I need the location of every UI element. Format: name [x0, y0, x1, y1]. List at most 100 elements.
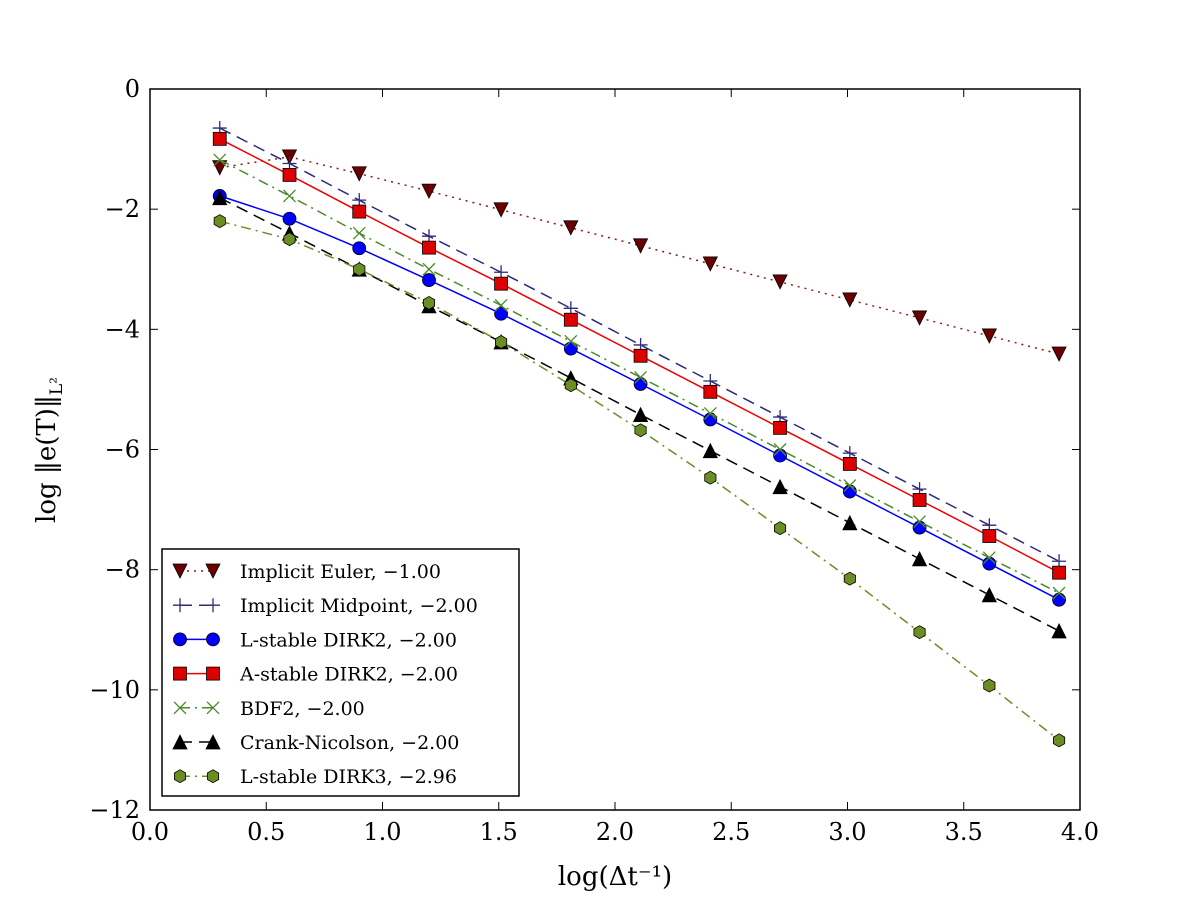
- data-point: [634, 370, 648, 384]
- data-point: [422, 273, 436, 287]
- data-point: [703, 384, 718, 399]
- data-point: [773, 420, 787, 435]
- y-tick-label: −6: [105, 436, 140, 464]
- legend-marker: [172, 734, 188, 750]
- y-tick-label: −10: [89, 676, 140, 704]
- legend-entry: BDF2, −2.00: [173, 698, 365, 720]
- axis-ticks: 0.0 0.5 1.0 1.5 2.0 2.5 3.0 3.5 4.0 0 −2 −4 −6 −8 −10 −…: [89, 75, 1099, 846]
- legend-marker: [206, 701, 220, 715]
- data-point: [912, 520, 927, 535]
- series-3: [212, 131, 1066, 580]
- series-1: [212, 121, 1067, 569]
- data-point: [1053, 733, 1066, 748]
- data-point: [1052, 565, 1066, 580]
- data-point: [422, 240, 436, 255]
- data-point: [421, 183, 437, 200]
- x-tick-label: 3.5: [945, 818, 983, 846]
- axes-frame: [149, 88, 1081, 811]
- y-tick-label: −2: [105, 195, 140, 223]
- y-axis-label: log ‖e(T)‖: [32, 395, 62, 523]
- data-point: [563, 312, 578, 327]
- data-point: [843, 479, 857, 493]
- data-point: [773, 448, 787, 463]
- data-point: [282, 211, 297, 226]
- data-point: [422, 295, 436, 310]
- data-point: [632, 238, 649, 254]
- series-4: [213, 153, 1066, 600]
- legend-marker: [173, 769, 187, 784]
- legend-label: L-stable DIRK3, −2.96: [240, 766, 457, 788]
- x-tick-label: 2.0: [596, 818, 634, 846]
- data-point: [982, 551, 996, 565]
- data-point: [702, 256, 718, 272]
- data-point: [981, 587, 997, 603]
- data-point: [494, 276, 508, 291]
- data-point: [564, 334, 578, 348]
- x-tick-label: 2.5: [712, 818, 750, 846]
- data-point: [633, 348, 648, 363]
- data-point: [1051, 346, 1067, 362]
- data-point: [213, 153, 227, 167]
- data-point: [494, 335, 508, 349]
- data-point: [283, 189, 296, 203]
- data-point: [842, 457, 857, 471]
- legend-label: Crank-Nicolson, −2.00: [240, 732, 459, 754]
- plot-area: [212, 121, 1067, 748]
- x-tick-label: 0.0: [131, 818, 169, 846]
- data-point: [282, 168, 297, 182]
- data-point: [772, 274, 788, 290]
- data-point: [352, 204, 367, 219]
- data-point: [913, 515, 927, 529]
- data-point: [352, 226, 366, 240]
- legend-marker: [173, 598, 187, 613]
- data-point: [632, 406, 649, 423]
- y-tick-label: −4: [105, 315, 140, 343]
- data-point: [212, 189, 228, 206]
- legend-marker: [205, 563, 221, 579]
- series-line: [219, 156, 1060, 355]
- legend-marker: [173, 632, 187, 647]
- legend-marker: [205, 734, 221, 750]
- legend-entry: A-stable DIRK2, −2.00: [173, 664, 458, 686]
- data-point: [913, 625, 926, 640]
- series-0: [212, 149, 1067, 362]
- legend-entry: Implicit Euler, −1.00: [172, 561, 441, 583]
- x-tick-label: 1.5: [480, 818, 518, 846]
- y-tick-label: −8: [105, 556, 140, 584]
- legend-entry: L-stable DIRK2, −2.00: [173, 629, 457, 651]
- data-point: [353, 262, 366, 277]
- data-point: [702, 442, 718, 459]
- data-point: [912, 493, 927, 507]
- data-point: [1052, 586, 1066, 600]
- data-point: [1052, 592, 1066, 607]
- data-point: [981, 328, 997, 344]
- data-point: [772, 478, 788, 495]
- legend-entry: Crank-Nicolson, −2.00: [172, 732, 459, 754]
- data-point: [352, 241, 367, 256]
- legend-label: Implicit Midpoint, −2.00: [240, 595, 478, 617]
- series-6: [213, 214, 1066, 748]
- legend-entry: Implicit Midpoint, −2.00: [173, 595, 478, 617]
- legend: Implicit Euler, −1.00 Implicit Midpoint, …: [161, 548, 520, 797]
- data-point: [911, 550, 928, 567]
- data-point: [703, 406, 717, 420]
- legend-label: L-stable DIRK2, −2.00: [240, 629, 457, 651]
- legend-entry: L-stable DIRK3, −2.96: [173, 766, 457, 788]
- data-point: [982, 529, 997, 543]
- legend-label: A-stable DIRK2, −2.00: [239, 664, 458, 686]
- data-point: [704, 470, 717, 485]
- x-axis-label: log(Δt⁻¹): [558, 862, 672, 892]
- data-point: [494, 298, 508, 312]
- data-point: [634, 423, 647, 438]
- data-point: [351, 166, 367, 182]
- legend-label: BDF2, −2.00: [240, 698, 365, 720]
- legend-marker: [206, 598, 220, 613]
- legend-marker: [206, 632, 220, 647]
- data-point: [564, 378, 577, 393]
- x-tick-label: 0.5: [247, 818, 285, 846]
- data-point: [842, 514, 858, 531]
- series-2: [212, 189, 1066, 607]
- legend-marker: [172, 563, 188, 579]
- legend-label: Implicit Euler, −1.00: [240, 561, 441, 583]
